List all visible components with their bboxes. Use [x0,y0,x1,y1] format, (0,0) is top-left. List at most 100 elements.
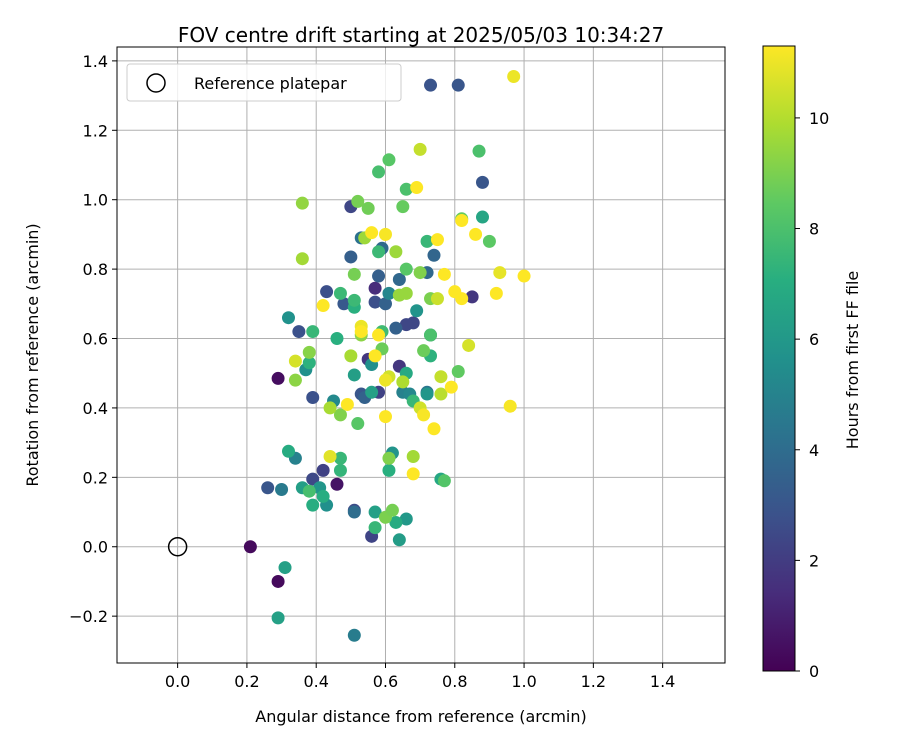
data-point [278,561,292,575]
colorbar-gradient [762,45,796,672]
data-point [382,286,396,300]
data-point [451,364,465,378]
data-point [389,245,403,259]
data-point [396,375,410,389]
data-point [392,273,406,287]
data-point [302,356,316,370]
data-point [413,142,427,156]
data-point [462,338,476,352]
data-point [361,201,375,215]
data-point [507,69,521,83]
y-axis-ticks: −0.2 0.0 0.2 0.4 0.6 0.8 1.0 1.2 1.4 [69,52,117,626]
data-point [368,505,382,519]
data-point [399,318,413,332]
data-point [302,484,316,498]
data-point [288,373,302,387]
data-point [378,227,392,241]
data-point [344,349,358,363]
legend-label: Reference platepar [194,74,347,93]
data-point [316,463,330,477]
y-tick-label: 0.4 [83,399,108,418]
chart-title: FOV centre drift starting at 2025/05/03 … [178,23,664,47]
colorbar-tick-label: 0 [809,662,819,681]
data-point [385,503,399,517]
y-tick-label: 0.6 [83,330,108,349]
data-point [281,444,295,458]
data-point [503,399,517,413]
data-point [347,293,361,307]
data-point [292,325,306,339]
data-point [469,227,483,241]
data-point [417,408,431,422]
data-point [382,153,396,167]
data-point [399,286,413,300]
data-point [482,234,496,248]
data-point [323,450,337,464]
data-point [295,252,309,266]
legend: Reference platepar [126,63,402,102]
colorbar-label: Hours from first FF file [843,271,862,450]
data-point [434,387,448,401]
data-point [306,472,320,486]
x-tick-label: 1.2 [581,672,606,691]
data-point [365,385,379,399]
data-point [424,78,438,92]
data-point [281,311,295,325]
data-point [316,299,330,313]
data-point [333,408,347,422]
data-point [493,266,507,280]
data-point [437,474,451,488]
data-point [382,451,396,465]
colorbar-tick-label: 8 [809,220,819,239]
legend-box [126,63,402,102]
data-point [475,175,489,189]
data-point [306,498,320,512]
data-point [347,505,361,519]
data-point [372,269,386,283]
data-point [372,165,386,179]
colorbar-tick-label: 4 [809,441,819,460]
data-point [406,467,420,481]
data-point [354,325,368,339]
x-axis-label: Angular distance from reference (arcmin) [255,707,586,726]
data-point [320,285,334,299]
data-points [243,69,531,642]
data-point [413,266,427,280]
legend-marker-icon [146,73,166,93]
data-point [451,78,465,92]
data-point [368,349,382,363]
data-point [517,269,531,283]
data-point [368,521,382,535]
data-point [424,328,438,342]
data-point [489,286,503,300]
data-point [382,463,396,477]
data-point [306,391,320,405]
colorbar-ticks: 0 2 4 6 8 10 [795,109,829,681]
data-point [396,200,410,214]
data-point [351,194,365,208]
data-point [406,450,420,464]
y-axis-label: Rotation from reference (arcmin) [23,223,42,486]
data-point [434,370,448,384]
data-point [444,380,458,394]
x-tick-label: 0.4 [303,672,328,691]
data-point [344,250,358,264]
data-point [271,611,285,625]
y-tick-label: 0.2 [83,468,108,487]
data-point [340,397,354,411]
x-tick-label: 0.0 [165,672,190,691]
x-tick-label: 0.8 [442,672,467,691]
colorbar: 0 2 4 6 8 10 Hours from first FF file [762,45,862,681]
data-point [399,512,413,526]
colorbar-tick-label: 10 [809,109,829,128]
data-point [410,304,424,318]
data-point [288,354,302,368]
data-point [275,482,289,496]
data-point [365,226,379,240]
data-point [261,481,275,495]
data-point [271,574,285,588]
data-point [417,344,431,358]
data-point [330,332,344,346]
data-point [427,422,441,436]
data-point [465,290,479,304]
